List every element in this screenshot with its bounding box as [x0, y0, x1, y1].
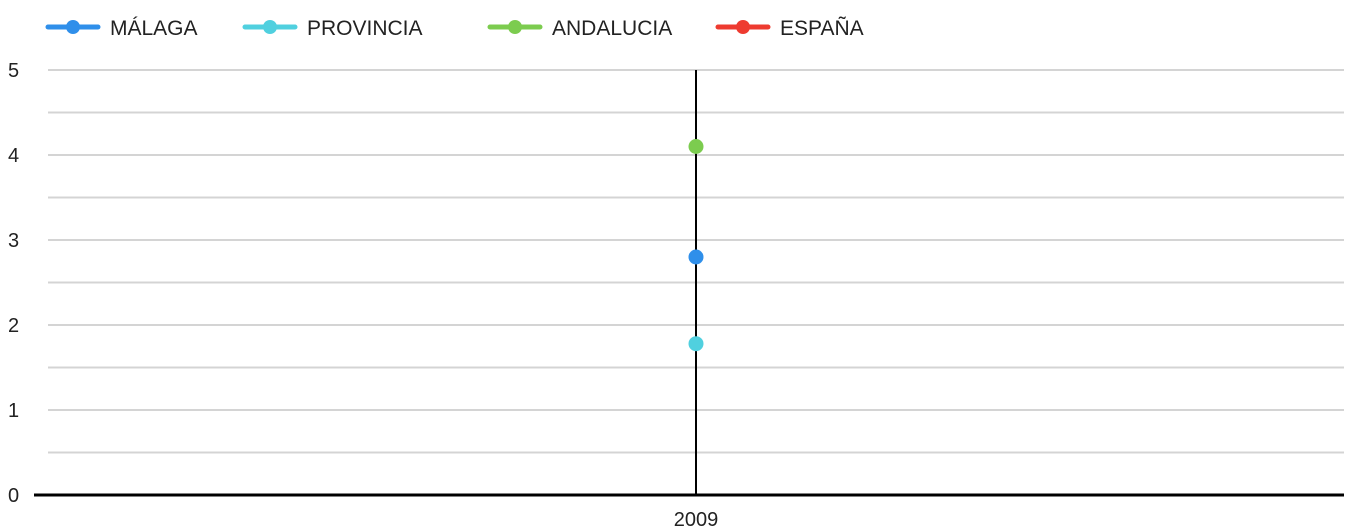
y-tick-label: 0	[8, 485, 19, 507]
legend-item-1: MÁLAGA	[45, 17, 198, 40]
data-point	[688, 249, 704, 265]
legend-label: ESPAÑA	[780, 16, 864, 40]
y-tick-label: 4	[8, 145, 19, 167]
legend-swatch-marker	[508, 20, 522, 34]
legend-item-2: PROVINCIA	[242, 17, 423, 40]
y-tick-label: 1	[8, 400, 19, 422]
data-point	[688, 336, 704, 352]
data-point	[688, 139, 704, 154]
legend: MÁLAGA PROVINCIA ANDALUCIA ESPAÑA	[45, 16, 864, 40]
y-tick-label: 3	[8, 230, 19, 252]
legend-swatch-marker	[263, 20, 277, 34]
y-tick-label: 5	[8, 60, 19, 82]
y-tick-label: 2	[8, 315, 19, 337]
x-tick-label: 2009	[674, 509, 719, 530]
legend-label: MÁLAGA	[110, 17, 198, 40]
legend-label: PROVINCIA	[307, 17, 423, 40]
legend-item-4: ESPAÑA	[715, 16, 864, 40]
legend-label: ANDALUCIA	[552, 17, 672, 40]
legend-swatch-marker	[66, 20, 80, 34]
legend-swatch-marker	[736, 20, 750, 34]
legend-item-3: ANDALUCIA	[487, 17, 672, 40]
x-axis-ticks: 2009	[674, 509, 719, 530]
y-axis-ticks: 0 1 2 3 4 5	[8, 60, 19, 507]
data-points	[688, 139, 704, 352]
